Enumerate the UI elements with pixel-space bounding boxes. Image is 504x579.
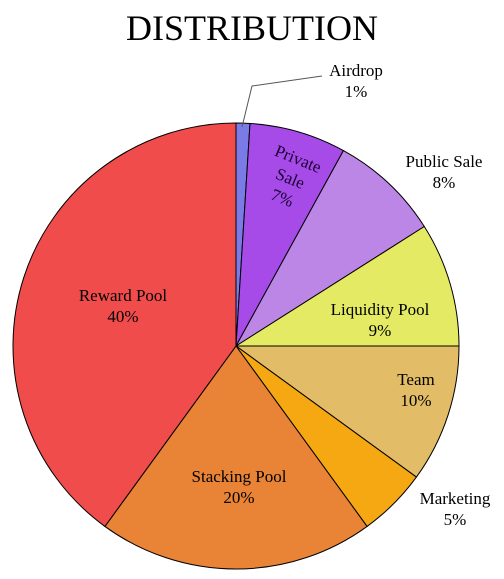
leader-line-airdrop bbox=[241, 75, 323, 128]
slice-value-marketing: 5% bbox=[444, 510, 467, 529]
slice-label-public-sale: Public Sale bbox=[406, 152, 483, 171]
leader-lines bbox=[241, 75, 323, 128]
slice-label-group-stacking-pool: Stacking Pool 20% bbox=[192, 467, 287, 507]
slice-label-team: Team bbox=[397, 370, 435, 389]
slice-value-reward-pool: 40% bbox=[107, 307, 138, 326]
slice-value-stacking-pool: 20% bbox=[223, 488, 254, 507]
pie-slice-reward-pool bbox=[12, 122, 237, 528]
slice-label-group-liquidity-pool: Liquidity Pool 9% bbox=[331, 300, 430, 340]
slice-value-liquidity-pool: 9% bbox=[369, 321, 392, 340]
chart-title: DISTRIBUTION bbox=[126, 8, 378, 48]
pie-slice-liquidity-pool bbox=[234, 225, 460, 347]
pie-slices bbox=[12, 122, 460, 570]
slice-value-airdrop: 1% bbox=[345, 82, 368, 101]
slice-label-airdrop: Airdrop bbox=[329, 61, 383, 80]
pie-slice-public-sale bbox=[235, 149, 425, 347]
slice-label-group-reward-pool: Reward Pool 40% bbox=[79, 286, 168, 326]
slice-label-stacking-pool: Stacking Pool bbox=[192, 467, 287, 486]
slice-label-group-public-sale: Public Sale 8% bbox=[406, 152, 483, 192]
pie-slice-team bbox=[234, 345, 460, 478]
pie-slice-stacking-pool bbox=[104, 345, 368, 570]
slice-value-team: 10% bbox=[400, 391, 431, 410]
slice-value-public-sale: 8% bbox=[433, 173, 456, 192]
slice-label-reward-pool: Reward Pool bbox=[79, 286, 168, 305]
slice-label-group-airdrop: Airdrop 1% bbox=[329, 61, 383, 101]
slice-label-group-team: Team 10% bbox=[397, 370, 435, 410]
slice-label-liquidity-pool: Liquidity Pool bbox=[331, 300, 430, 319]
slice-label-marketing: Marketing bbox=[420, 489, 491, 508]
slice-label-group-marketing: Marketing 5% bbox=[420, 489, 491, 529]
